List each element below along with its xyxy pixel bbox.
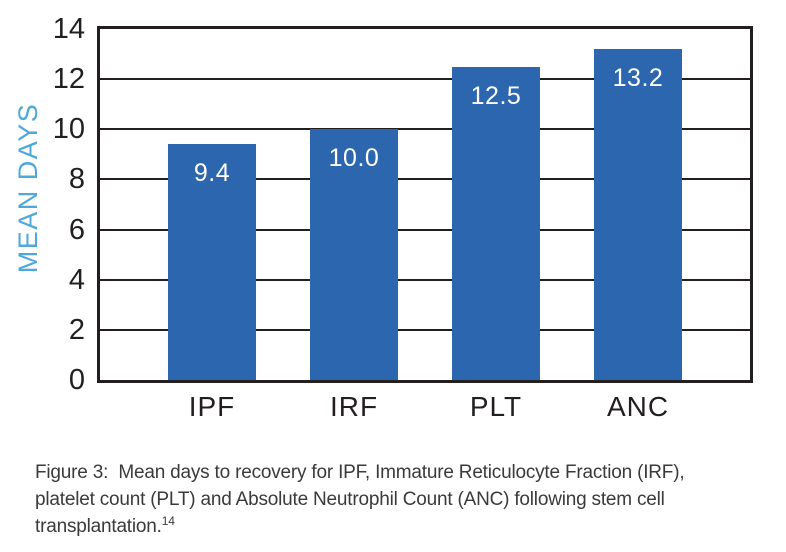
x-axis-category-label-ipf: IPF bbox=[188, 391, 236, 422]
y-tick-label-10: 10 bbox=[52, 113, 85, 146]
bar-value-label-anc: 13.2 bbox=[612, 64, 664, 93]
gridline-y-6 bbox=[100, 228, 750, 231]
bar-value-label-ipf: 9.4 bbox=[193, 159, 231, 188]
y-axis-tick-labels: 0 2 4 6 8 10 12 14 bbox=[0, 14, 85, 395]
gridline-y-4 bbox=[100, 278, 750, 281]
gridline-y-2 bbox=[100, 328, 750, 331]
x-axis-category-label-plt: PLT bbox=[469, 391, 523, 422]
gridline-y-10 bbox=[100, 128, 750, 131]
x-axis-category-label-anc: ANC bbox=[606, 391, 670, 422]
bar-value-label-plt: 12.5 bbox=[470, 81, 522, 110]
caption-line-1: Figure 3: Mean days to recovery for IPF,… bbox=[35, 462, 685, 483]
y-tick-label-14: 14 bbox=[52, 13, 85, 45]
caption-line-3-text: transplantation. bbox=[35, 516, 162, 537]
bar-value-label-irf: 10.0 bbox=[328, 144, 380, 173]
y-tick-label-2: 2 bbox=[68, 313, 85, 346]
bar-plt: 12.5 bbox=[452, 66, 540, 380]
bar-ipf: 9.4 bbox=[168, 144, 256, 380]
bar-irf: 10.0 bbox=[310, 129, 398, 380]
x-axis-category-labels: IPF IRF PLT ANC bbox=[100, 391, 750, 427]
bar-anc: 13.2 bbox=[594, 49, 682, 380]
y-tick-label-12: 12 bbox=[52, 63, 85, 96]
x-axis-category-label-irf: IRF bbox=[329, 391, 379, 422]
caption-line-2: platelet count (PLT) and Absolute Neutro… bbox=[35, 489, 665, 510]
plot-area: 9.4 10.0 12.5 13.2 bbox=[97, 26, 753, 383]
footnote-superscript: 14 bbox=[161, 514, 175, 528]
caption-line-3: transplantation.14 bbox=[35, 513, 775, 542]
y-tick-label-6: 6 bbox=[68, 213, 85, 246]
y-tick-label-8: 8 bbox=[68, 163, 85, 196]
figure-caption: Figure 3: Mean days to recovery for IPF,… bbox=[35, 459, 775, 542]
y-tick-label-4: 4 bbox=[68, 263, 85, 296]
gridline-y-8 bbox=[100, 178, 750, 181]
y-tick-label-0: 0 bbox=[68, 364, 85, 396]
gridline-y-12 bbox=[100, 78, 750, 81]
